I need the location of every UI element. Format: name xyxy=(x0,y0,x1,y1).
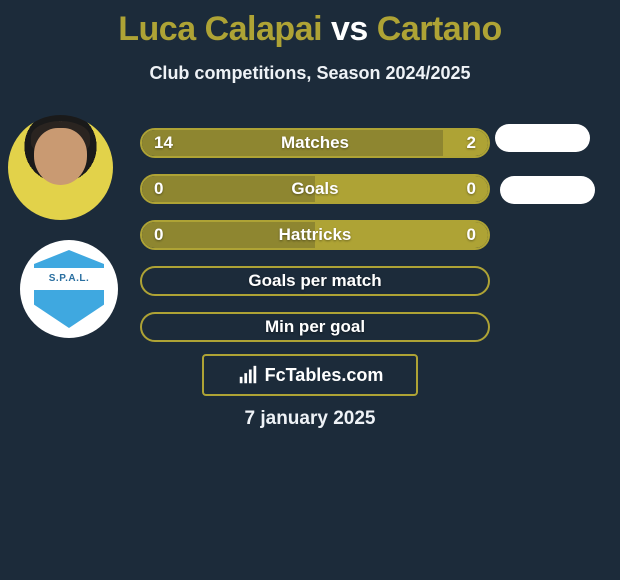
bar-track xyxy=(140,266,490,296)
watermark-text: FcTables.com xyxy=(265,365,384,386)
stat-pill-goals xyxy=(500,176,595,204)
avatar-hair-shape xyxy=(31,121,90,153)
player1-avatar xyxy=(8,115,113,220)
bar-fill-right xyxy=(315,176,488,202)
page-title: Luca Calapai vs Cartano xyxy=(0,0,620,49)
stat-pill-matches xyxy=(495,124,590,152)
watermark: FcTables.com xyxy=(202,354,418,396)
title-player1: Luca Calapai xyxy=(118,10,322,48)
bar-row-hattricks: 0 Hattricks 0 xyxy=(140,214,490,260)
bar-fill-left xyxy=(142,130,443,156)
bar-row-goals: 0 Goals 0 xyxy=(140,168,490,214)
bar-fill-left xyxy=(142,176,315,202)
date: 7 january 2025 xyxy=(0,408,620,430)
subtitle: Club competitions, Season 2024/2025 xyxy=(0,63,620,84)
bar-row-min-per-goal: Min per goal xyxy=(140,306,490,352)
bar-fill-right xyxy=(443,130,488,156)
bar-row-matches: 14 Matches 2 xyxy=(140,122,490,168)
bar-fill-left xyxy=(142,222,315,248)
bar-track xyxy=(140,220,490,250)
bar-row-goals-per-match: Goals per match xyxy=(140,260,490,306)
bar-chart-icon xyxy=(237,364,259,386)
bar-track xyxy=(140,128,490,158)
bar-fill-right xyxy=(315,222,488,248)
bar-track xyxy=(140,174,490,204)
bar-track xyxy=(140,312,490,342)
club-shield-icon xyxy=(34,250,104,328)
player2-club-badge xyxy=(20,240,118,338)
comparison-bars: 14 Matches 2 0 Goals 0 0 Hattricks 0 Goa… xyxy=(140,122,490,352)
title-vs: vs xyxy=(331,10,368,48)
title-player2: Cartano xyxy=(377,10,502,48)
